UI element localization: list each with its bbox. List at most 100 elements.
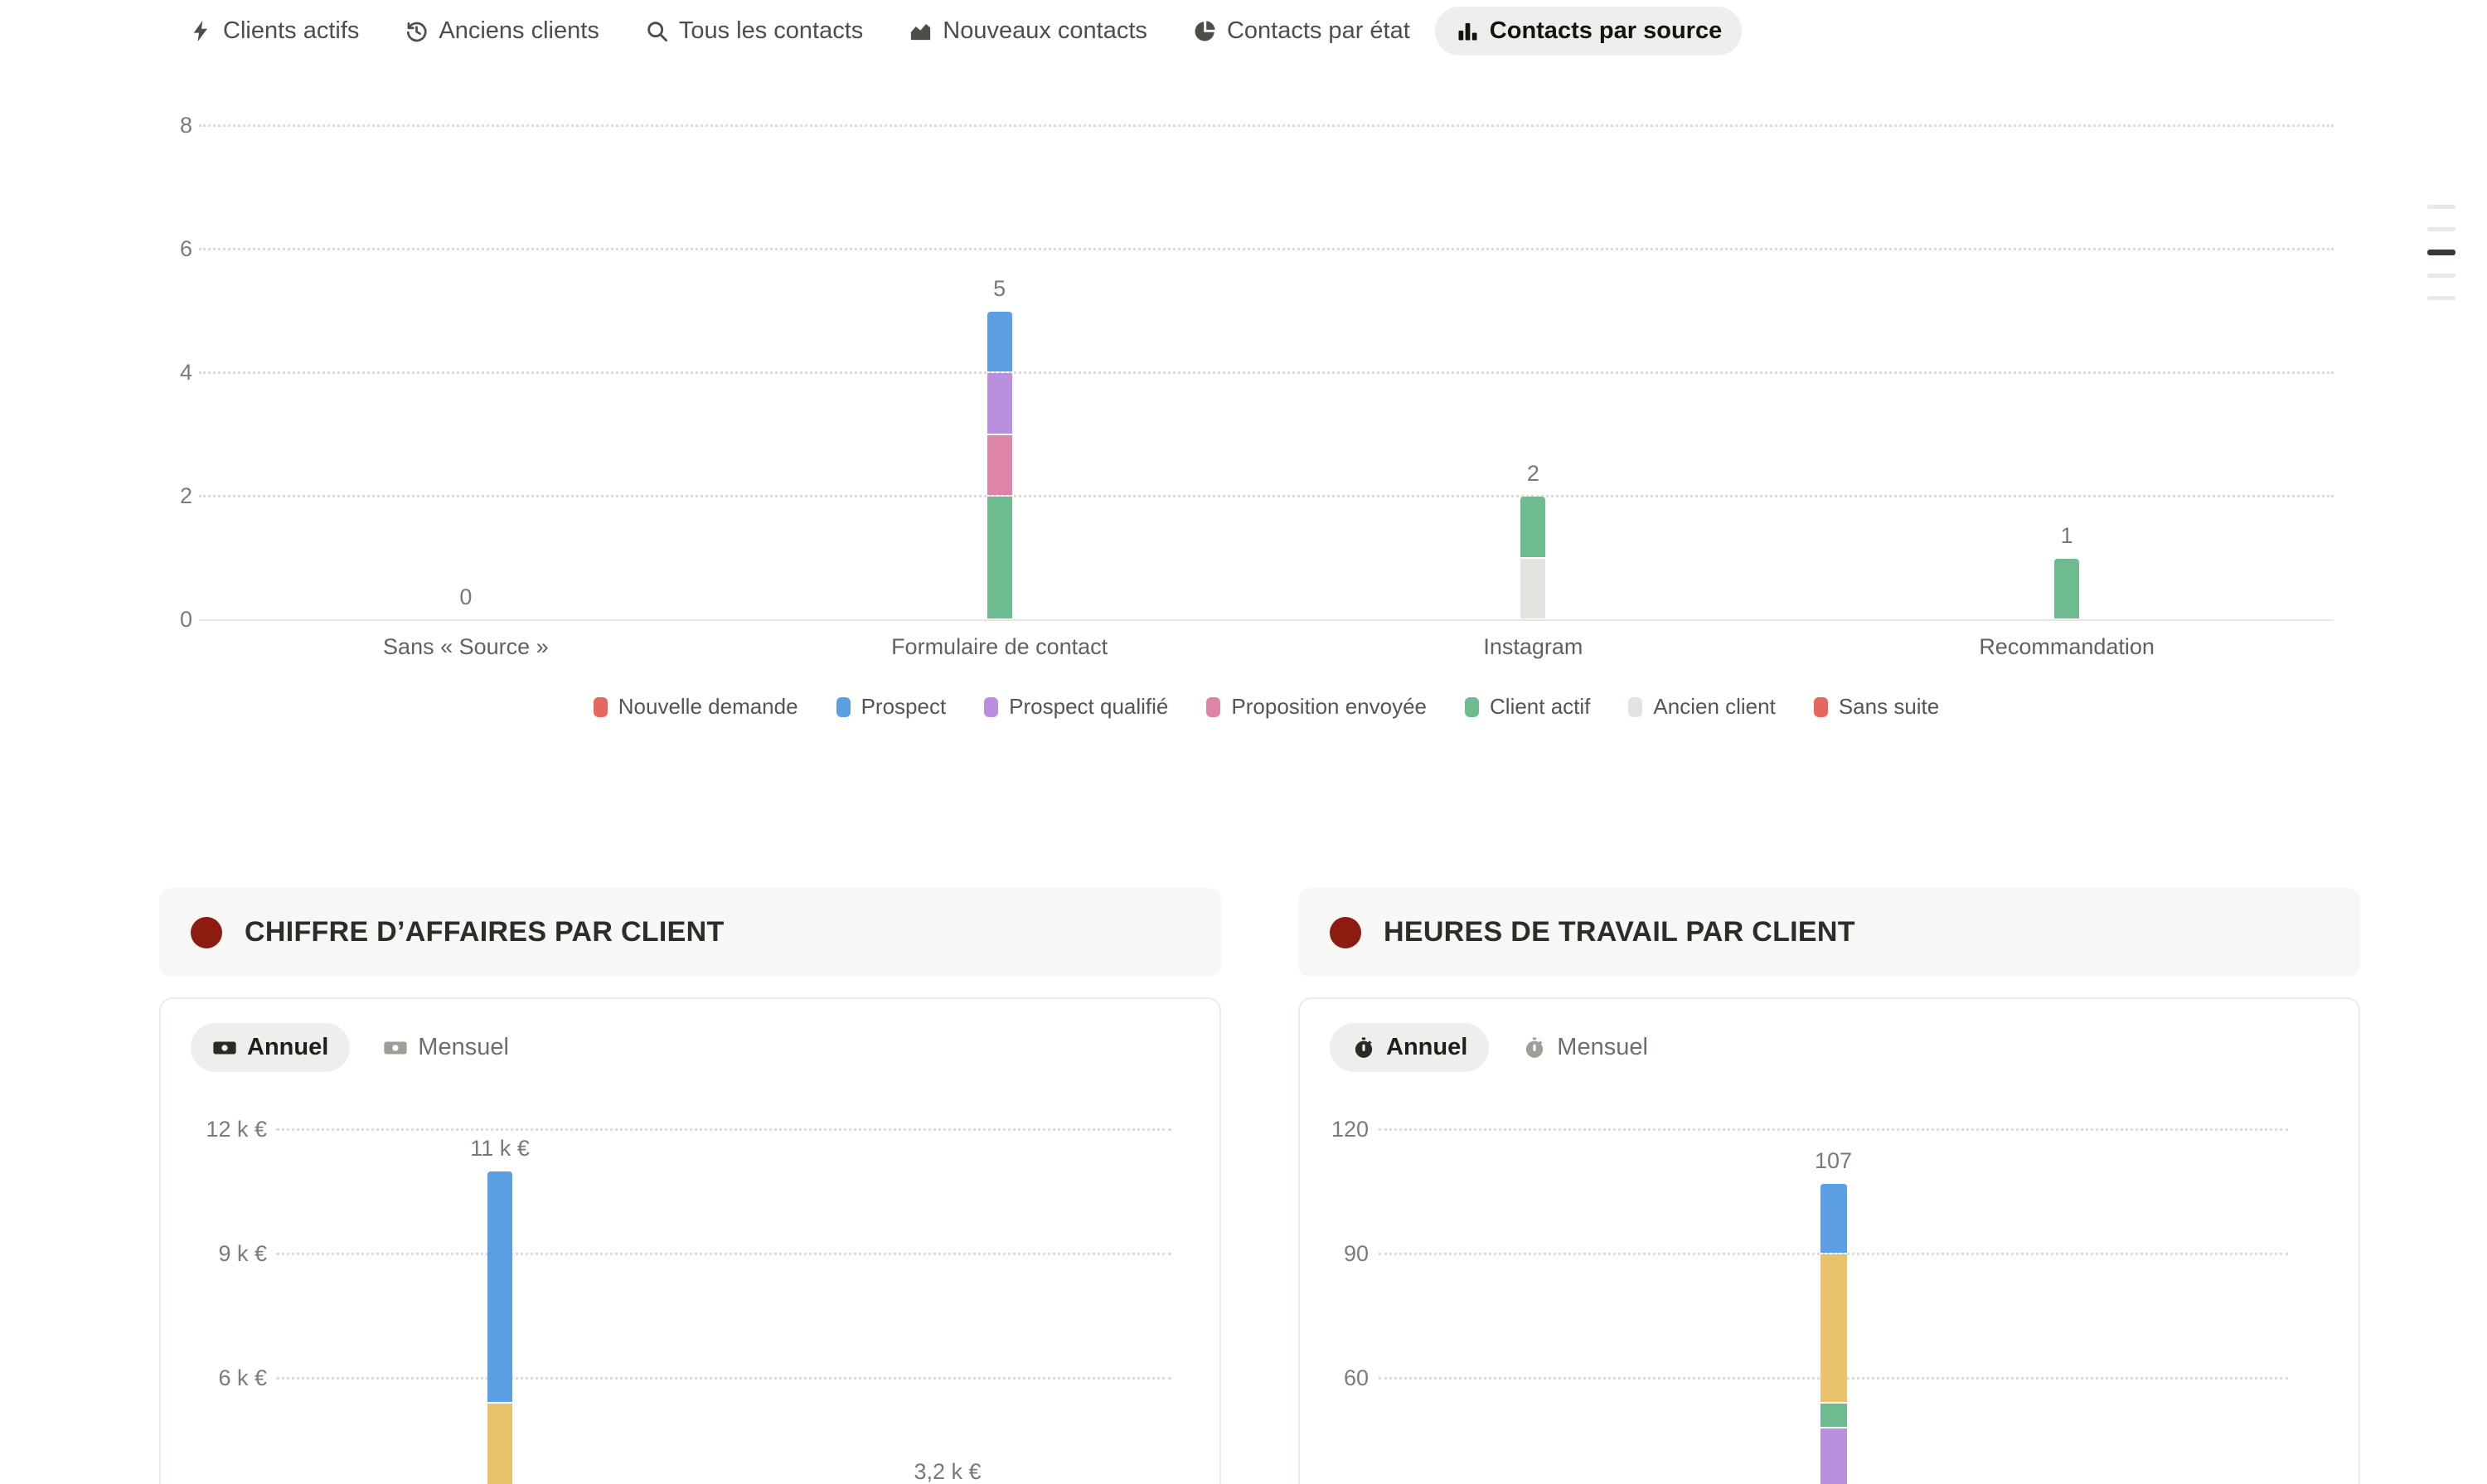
revenue-chart-card: Annuel Mensuel bbox=[159, 997, 1221, 1484]
toggle-label: Annuel bbox=[1386, 1034, 1468, 1060]
toggle-heures-par-client-mensuel[interactable]: Mensuel bbox=[1500, 1023, 1670, 1072]
bar-total-label: 11 k € bbox=[470, 1136, 530, 1161]
y-tick-label: 9 k € bbox=[218, 1241, 267, 1266]
stopwatch-icon bbox=[1522, 1035, 1547, 1060]
grid-line bbox=[199, 248, 2334, 250]
bar-segment-client-actif[interactable] bbox=[987, 497, 1012, 618]
tab-label: Nouveaux contacts bbox=[943, 17, 1147, 44]
bolt-icon bbox=[188, 18, 214, 44]
bar-segment-item[interactable] bbox=[1820, 1254, 1847, 1402]
legend-label: Proposition envoyée bbox=[1231, 694, 1428, 719]
legend-swatch bbox=[984, 696, 999, 717]
bar-total-label: 2 bbox=[1526, 461, 1539, 486]
y-tick-label: 6 bbox=[179, 236, 192, 261]
tab-label: Clients actifs bbox=[223, 17, 360, 44]
bar-total-label: 5 bbox=[993, 275, 1006, 301]
toggle-label: Mensuel bbox=[1557, 1034, 1648, 1060]
search-icon bbox=[644, 18, 670, 44]
legend-item-sans-suite[interactable]: Sans suite bbox=[1813, 694, 1940, 720]
bar-total-label: 1 bbox=[2060, 522, 2073, 548]
legend-item-prospect[interactable]: Prospect bbox=[836, 694, 946, 720]
tab-contacts-par-etat[interactable]: Contacts par état bbox=[1172, 7, 1430, 56]
tab-contacts-par-source[interactable]: Contacts par source bbox=[1434, 7, 1743, 56]
y-tick-label: 6 k € bbox=[218, 1365, 267, 1390]
tab-nouveaux-contacts[interactable]: Nouveaux contacts bbox=[888, 7, 1167, 56]
category-label: Formulaire de contact bbox=[891, 634, 1108, 659]
banknote-icon bbox=[212, 1035, 237, 1060]
y-tick-label: 4 bbox=[179, 360, 192, 385]
bar-segment-item[interactable] bbox=[1820, 1404, 1847, 1427]
bar-segment-prospect-qualifie[interactable] bbox=[987, 373, 1012, 434]
toggle-label: Annuel bbox=[247, 1034, 329, 1060]
legend-item-prospect-qualifie[interactable]: Prospect qualifié bbox=[984, 694, 1168, 720]
y-tick-label: 0 bbox=[179, 607, 192, 632]
history-icon bbox=[404, 18, 429, 44]
y-tick-label: 12 k € bbox=[206, 1117, 267, 1142]
bar-segment-client-actif[interactable] bbox=[1520, 497, 1546, 557]
legend-item-client-actif[interactable]: Client actif bbox=[1465, 694, 1590, 720]
legend-swatch bbox=[1628, 696, 1643, 717]
grid-line bbox=[276, 1377, 1171, 1380]
grid-line bbox=[276, 1253, 1171, 1255]
bar-segment-item[interactable] bbox=[1820, 1428, 1847, 1484]
legend-swatch bbox=[1813, 696, 1828, 717]
y-tick-label: 8 bbox=[179, 113, 192, 138]
legend-item-nouvelle-demande[interactable]: Nouvelle demande bbox=[593, 694, 798, 720]
legend-label: Nouvelle demande bbox=[618, 694, 798, 719]
outline-line[interactable] bbox=[2427, 205, 2455, 209]
hours-period-toggle: Annuel Mensuel bbox=[1330, 1023, 1670, 1072]
tab-label: Anciens clients bbox=[439, 17, 599, 44]
y-tick-label: 120 bbox=[1331, 1117, 1369, 1142]
bar-total-label: 0 bbox=[459, 584, 473, 609]
legend-swatch bbox=[593, 696, 608, 717]
outline-line[interactable] bbox=[2427, 227, 2455, 231]
bar-segment-proposition-envoyee[interactable] bbox=[987, 434, 1012, 495]
red-dot-bullet-icon bbox=[191, 916, 222, 948]
toggle-ca-par-client-annuel[interactable]: Annuel bbox=[191, 1023, 351, 1072]
category-label: Instagram bbox=[1483, 634, 1583, 659]
y-tick-label: 90 bbox=[1343, 1241, 1369, 1266]
legend-label: Ancien client bbox=[1653, 694, 1776, 719]
bar-segment-item[interactable] bbox=[487, 1171, 512, 1402]
toggle-ca-par-client-mensuel[interactable]: Mensuel bbox=[361, 1023, 531, 1072]
bar-segment-prospect[interactable] bbox=[987, 311, 1012, 371]
stopwatch-icon bbox=[1351, 1035, 1376, 1060]
y-tick-label: 2 bbox=[179, 483, 192, 508]
x-axis-line bbox=[199, 619, 2334, 621]
legend-item-ancien-client[interactable]: Ancien client bbox=[1628, 694, 1776, 720]
chart-legend: Nouvelle demande Prospect Prospect qualifi… bbox=[199, 694, 2334, 720]
bar-segment-item[interactable] bbox=[487, 1404, 512, 1484]
y-tick-label: 60 bbox=[1343, 1365, 1369, 1390]
legend-swatch bbox=[1465, 696, 1480, 717]
bar-segment-ancien-client[interactable] bbox=[1520, 558, 1546, 618]
grid-line bbox=[276, 1128, 1171, 1131]
section-title: HEURES DE TRAVAIL PAR CLIENT bbox=[1384, 916, 1855, 948]
tab-tous-les-contacts[interactable]: Tous les contacts bbox=[624, 7, 883, 56]
bar-segment-item[interactable] bbox=[1820, 1184, 1847, 1253]
toggle-heures-par-client-annuel[interactable]: Annuel bbox=[1330, 1023, 1490, 1072]
tab-clients-actifs[interactable]: Clients actifs bbox=[168, 7, 379, 56]
legend-label: Sans suite bbox=[1838, 694, 1940, 719]
view-tabs-bar: Clients actifs Anciens clients Tous les co… bbox=[168, 7, 1743, 56]
legend-swatch bbox=[1206, 696, 1221, 717]
outline-line[interactable] bbox=[2427, 296, 2455, 300]
revenue-period-toggle: Annuel Mensuel bbox=[191, 1023, 531, 1072]
section-header-chiffre-daffaires: CHIFFRE D’AFFAIRES PAR CLIENT bbox=[159, 888, 1221, 977]
bar-chart-icon bbox=[1455, 18, 1481, 44]
area-chart-icon bbox=[908, 18, 933, 44]
banknote-icon bbox=[383, 1035, 408, 1060]
legend-label: Prospect qualifié bbox=[1009, 694, 1169, 719]
outline-line[interactable] bbox=[2427, 274, 2455, 278]
tab-anciens-clients[interactable]: Anciens clients bbox=[384, 7, 618, 56]
outline-line[interactable] bbox=[2427, 250, 2455, 255]
legend-label: Client actif bbox=[1490, 694, 1591, 719]
bar-segment-client-actif[interactable] bbox=[2054, 558, 2080, 618]
bar-total-label: 107 bbox=[1814, 1148, 1853, 1173]
grid-line bbox=[199, 495, 2334, 497]
section-header-heures-travail: HEURES DE TRAVAIL PAR CLIENT bbox=[1298, 888, 2360, 977]
toggle-label: Mensuel bbox=[418, 1034, 509, 1060]
legend-item-proposition-envoyee[interactable]: Proposition envoyée bbox=[1206, 694, 1427, 720]
tab-label: Contacts par source bbox=[1489, 17, 1723, 44]
legend-swatch bbox=[836, 696, 851, 717]
